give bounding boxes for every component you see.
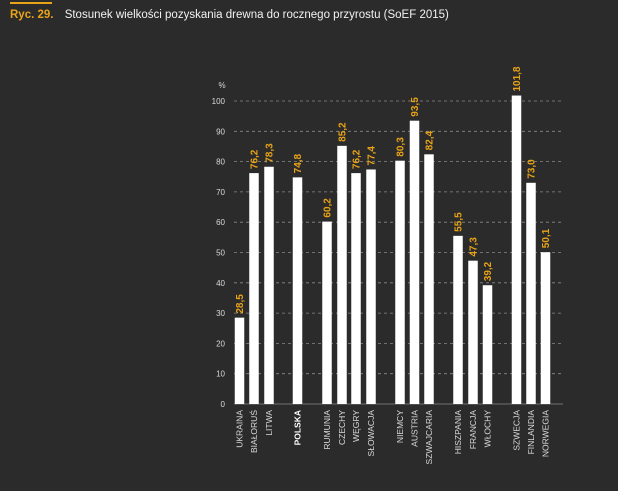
category-label: SŁOWACJA [366,410,376,457]
y-tick-label: 30 [216,309,225,318]
value-label: 50,1 [541,228,552,248]
value-label: 82,4 [425,130,436,150]
value-label: 93,5 [410,97,421,117]
bar-norwegia [540,252,551,404]
bar-szwecja [511,95,522,405]
bar-słowacja [366,169,376,404]
y-tick-label: 90 [216,127,225,136]
bar-ukraina [234,317,245,404]
value-label: 76,2 [352,149,363,169]
bar-czechy [337,145,347,404]
figure-title: Stosunek wielkości pozyskania drewna do … [64,9,449,21]
y-tick-label: 10 [216,370,225,379]
category-label: BIAŁORUŚ [248,410,259,453]
figure-label: Ryc. 29. [10,9,54,21]
category-label: RUMUNIA [322,410,332,450]
category-label: WĘGRY [351,410,361,442]
value-label: 77,4 [367,146,378,166]
y-tick-label: 100 [212,97,226,106]
bar-polska [292,177,303,404]
category-label: HISZPANIA [453,410,463,455]
category-label: UKRAINA [235,410,245,448]
y-axis-unit-label: % [218,81,225,90]
bar-białoruś [249,173,259,404]
figure-header: Ryc. 29. Stosunek wielkości pozyskania d… [10,9,449,21]
bar-francja [468,260,478,404]
value-label: 39,2 [483,261,494,281]
y-tick-label: 20 [216,339,225,348]
category-label: SZWECJA [512,410,522,451]
category-label: NORWEGIA [541,410,551,457]
bar-rumunia [322,221,332,404]
category-label: POLSKA [293,410,303,445]
y-tick-label: 60 [216,218,225,227]
category-label: AUSTRIA [410,410,420,447]
bar-węgry [351,173,361,404]
value-label: 55,5 [454,212,465,232]
category-label: FINLANDIA [526,410,536,455]
value-label: 74,8 [293,153,304,173]
bar-hiszpania [453,235,463,404]
category-label: NIEMCY [395,410,405,443]
bar-niemcy [395,160,405,404]
value-label: 73,0 [527,159,538,179]
category-label: SZWAJCARIA [424,410,434,465]
bar-włochy [482,285,493,404]
value-label: 76,2 [250,149,261,169]
value-label: 80,3 [396,137,407,157]
value-label: 28,5 [235,294,246,314]
category-label: FRANCJA [468,410,478,450]
y-tick-label: 80 [216,158,225,167]
bar-litwa [264,166,274,404]
value-label: 101,8 [512,66,523,91]
category-label: LITWA [264,410,274,436]
bar-austria [409,120,420,404]
y-tick-label: 40 [216,279,225,288]
label-layer: % 0 10 20 30 40 50 60 70 80 90 100 28,5 UKRAINA 76,2 BI… [212,66,552,464]
bar-finlandia [526,182,536,404]
value-label: 85,2 [338,122,349,142]
header-accent-line [10,2,52,4]
bar-layer [234,95,551,405]
category-label: CZECHY [337,410,347,445]
value-label: 78,3 [265,143,276,163]
category-label: WŁOCHY [483,410,493,448]
value-label: 47,3 [469,237,480,257]
y-tick-label: 0 [221,400,226,409]
y-tick-label: 50 [216,249,225,258]
y-tick-label: 70 [216,188,225,197]
bar-szwajcaria [424,154,434,404]
value-label: 60,2 [323,198,334,218]
